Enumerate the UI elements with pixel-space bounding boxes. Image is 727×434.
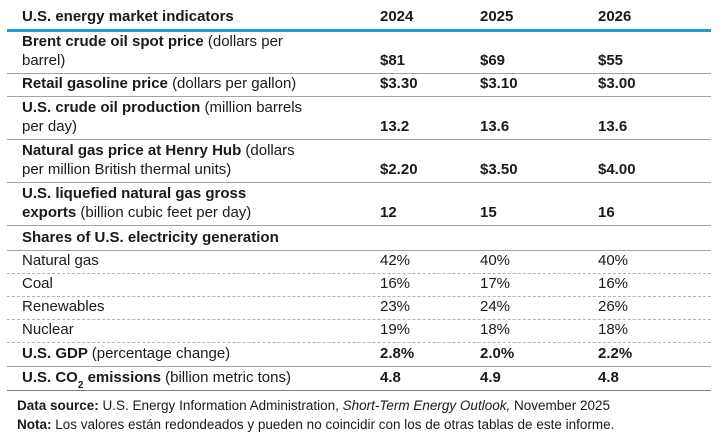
- value-2025: 40%: [480, 252, 511, 269]
- table-header-row: U.S. energy market indicators 2024 2025 …: [7, 7, 711, 32]
- value-2025: 24%: [480, 298, 511, 315]
- row-brent-crude-price: Brent crude oil spot price (dollars per …: [7, 32, 711, 74]
- row-label: Natural gas: [22, 252, 99, 269]
- row-share-coal: Coal 16% 17% 16%: [7, 274, 711, 297]
- value-2026: 18%: [598, 321, 629, 338]
- value-2026: 16%: [598, 275, 629, 292]
- section-header-label: Shares of U.S. electricity generation: [22, 229, 279, 246]
- row-share-natural-gas: Natural gas 42% 40% 40%: [7, 251, 711, 274]
- row-label: U.S. crude oil production (million barre…: [22, 98, 380, 136]
- row-label-bold: Natural gas price at Henry Hub: [22, 142, 246, 159]
- row-henry-hub-gas-price: Natural gas price at Henry Hub (dollars …: [7, 140, 711, 183]
- value-2024: 16%: [380, 275, 411, 292]
- row-label-bold: Brent crude oil spot price: [22, 33, 208, 50]
- indicators-table: U.S. energy market indicators 2024 2025 …: [7, 7, 711, 391]
- row-label-bold: U.S. crude oil production: [22, 99, 205, 116]
- value-2025: 2.0%: [480, 345, 515, 362]
- value-2026: $55: [598, 52, 624, 69]
- value-2025: 18%: [480, 321, 511, 338]
- note-line: Nota: Los valores están redondeados y pu…: [17, 417, 615, 432]
- value-2026: 16: [598, 204, 615, 221]
- header-year-2025: 2025: [480, 8, 514, 25]
- row-gdp: U.S. GDP (percentage change) 2.8% 2.0% 2…: [7, 343, 711, 367]
- value-2026: 2.2%: [598, 345, 633, 362]
- row-label-unit: (billion metric tons): [165, 369, 291, 386]
- row-label: Renewables: [22, 298, 105, 315]
- row-label-bold: U.S. CO: [22, 369, 78, 386]
- header-year-2026: 2026: [598, 8, 632, 25]
- value-2024: 13.2: [380, 118, 410, 135]
- publication-title: Short-Term Energy Outlook,: [342, 398, 511, 413]
- value-2026: 26%: [598, 298, 629, 315]
- header-year-2024: 2024: [380, 8, 414, 25]
- row-crude-oil-production: U.S. crude oil production (million barre…: [7, 97, 711, 140]
- row-share-renewables: Renewables 23% 24% 26%: [7, 297, 711, 320]
- row-label-bold: U.S. GDP: [22, 345, 92, 362]
- value-2025: 17%: [480, 275, 511, 292]
- note-label: Nota:: [17, 417, 52, 432]
- row-label: Natural gas price at Henry Hub (dollars …: [22, 141, 380, 179]
- row-label-unit: (dollars per barrel): [22, 33, 283, 69]
- row-label: Retail gasoline price (dollars per gallo…: [22, 74, 380, 93]
- row-label-unit: (percentage change): [91, 345, 231, 362]
- row-label-bold: U.S. liquefied natural gas gross exports: [22, 185, 247, 221]
- value-2025: $3.50: [480, 161, 518, 178]
- row-lng-gross-exports: U.S. liquefied natural gas gross exports…: [7, 183, 711, 226]
- header-indicators-label: U.S. energy market indicators: [22, 8, 234, 25]
- row-label-bold: Retail gasoline price: [22, 75, 173, 92]
- value-2025: $69: [480, 52, 506, 69]
- row-co2-emissions: U.S. CO2 emissions (billion metric tons)…: [7, 367, 711, 391]
- value-2024: 4.8: [380, 369, 401, 386]
- row-label-unit: (dollars per million British thermal uni…: [22, 142, 295, 178]
- value-2024: 42%: [380, 252, 411, 269]
- value-2024: $2.20: [380, 161, 418, 178]
- row-label-unit: (dollars per gallon): [172, 75, 297, 92]
- row-label: U.S. GDP (percentage change): [22, 344, 380, 363]
- row-label: U.S. CO2 emissions (billion metric tons): [22, 368, 380, 391]
- value-2024: $3.30: [380, 75, 418, 92]
- row-label: U.S. liquefied natural gas gross exports…: [22, 184, 380, 222]
- data-source-line: Data source: U.S. Energy Information Adm…: [17, 398, 611, 413]
- value-2026: 4.8: [598, 369, 619, 386]
- value-2026: $3.00: [598, 75, 636, 92]
- value-2025: 15: [480, 204, 497, 221]
- row-label-bold-2: emissions: [83, 369, 166, 386]
- value-2024: 19%: [380, 321, 411, 338]
- row-electricity-generation-section: Shares of U.S. electricity generation: [7, 226, 711, 251]
- row-label: Coal: [22, 275, 53, 292]
- table-footer: Data source: U.S. Energy Information Adm…: [7, 391, 727, 434]
- value-2024: 12: [380, 204, 397, 221]
- value-2025: 13.6: [480, 118, 510, 135]
- row-label-unit: (billion cubic feet per day): [80, 204, 252, 221]
- value-2025: 4.9: [480, 369, 501, 386]
- co2-subscript: 2: [77, 380, 84, 391]
- row-label: Brent crude oil spot price (dollars per …: [22, 32, 380, 70]
- row-label-unit: (million barrels per day): [22, 99, 303, 135]
- value-2026: 13.6: [598, 118, 628, 135]
- row-share-nuclear: Nuclear 19% 18% 18%: [7, 320, 711, 343]
- data-source-label: Data source:: [17, 398, 99, 413]
- row-retail-gasoline-price: Retail gasoline price (dollars per gallo…: [7, 74, 711, 97]
- value-2024: $81: [380, 52, 406, 69]
- value-2026: $4.00: [598, 161, 636, 178]
- value-2026: 40%: [598, 252, 629, 269]
- row-label: Nuclear: [22, 321, 74, 338]
- value-2024: 23%: [380, 298, 411, 315]
- value-2024: 2.8%: [380, 345, 415, 362]
- value-2025: $3.10: [480, 75, 518, 92]
